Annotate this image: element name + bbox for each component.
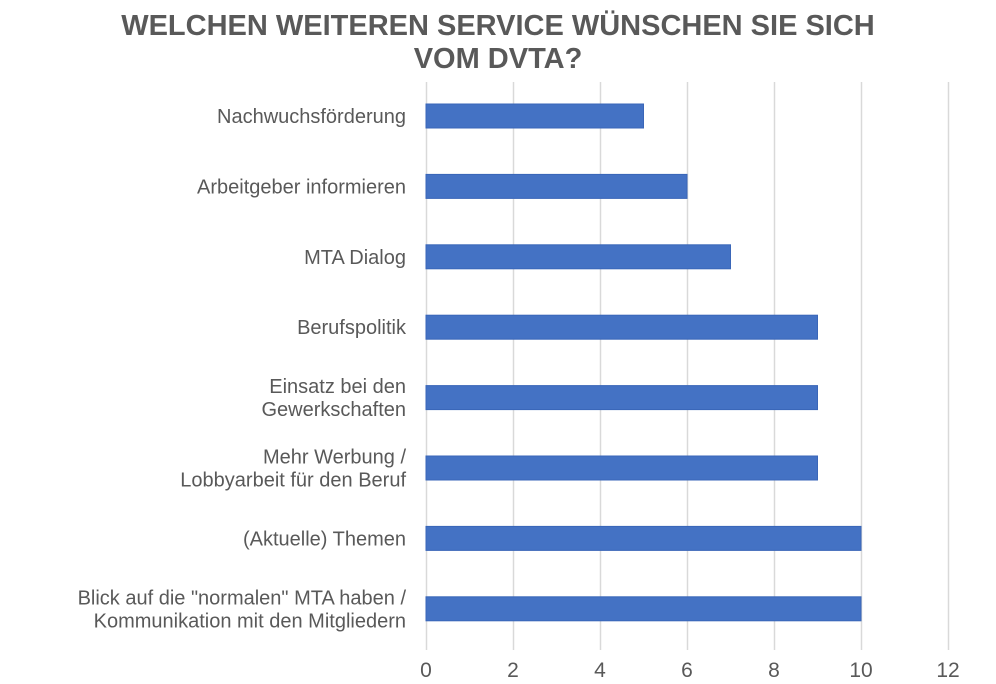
bar — [425, 173, 688, 199]
category-label-line: (Aktuelle) Themen — [243, 528, 406, 550]
category-label-line: Nachwuchsförderung — [217, 106, 406, 128]
bar — [425, 455, 818, 481]
bar — [425, 385, 818, 411]
chart-title-line-1: WELCHEN WEITEREN SERVICE WÜNSCHEN SIE SI… — [121, 10, 875, 42]
category-labels: Nachwuchsförderung Arbeitgeber informiere… — [78, 106, 407, 632]
category-label: Nachwuchsförderung — [217, 106, 406, 128]
category-label-line: Einsatz bei den — [269, 376, 406, 398]
x-tick-label: 12 — [936, 659, 959, 682]
category-label-line: Arbeitgeber informieren — [197, 176, 406, 198]
x-tick-label: 2 — [507, 659, 519, 682]
category-label: Blick auf die "normalen" MTA haben / Komm… — [78, 587, 407, 632]
x-tick-label: 6 — [681, 659, 693, 682]
bars — [425, 103, 862, 622]
category-label-line: MTA Dialog — [304, 247, 406, 269]
x-tick-label: 10 — [849, 659, 872, 682]
x-tick-label: 8 — [768, 659, 780, 682]
bar — [425, 314, 818, 340]
gridlines — [425, 82, 950, 650]
category-label-line: Berufspolitik — [297, 317, 407, 339]
category-label-line: Gewerkschaften — [261, 399, 406, 421]
x-tick-label: 4 — [594, 659, 606, 682]
chart-title: WELCHEN WEITEREN SERVICE WÜNSCHEN SIE SI… — [0, 10, 996, 76]
x-tick-label: 0 — [420, 659, 432, 682]
category-label: Berufspolitik — [297, 317, 407, 339]
bar — [425, 103, 644, 129]
category-label: Mehr Werbung / Lobbyarbeit für den Beruf — [180, 447, 406, 492]
bar — [425, 244, 731, 270]
bar — [425, 596, 862, 622]
category-label-line: Lobbyarbeit für den Beruf — [180, 470, 406, 492]
category-label-line: Blick auf die "normalen" MTA haben / — [78, 587, 407, 609]
category-label: Arbeitgeber informieren — [197, 176, 406, 198]
category-label: Einsatz bei den Gewerkschaften — [261, 376, 406, 421]
category-label: (Aktuelle) Themen — [243, 528, 406, 550]
category-label: MTA Dialog — [304, 247, 406, 269]
x-tick-labels: 0 2 4 6 8 10 12 — [420, 659, 960, 682]
category-label-line: Mehr Werbung / — [263, 447, 406, 469]
category-label-line: Kommunikation mit den Mitgliedern — [94, 610, 406, 632]
bar — [425, 525, 862, 551]
chart-title-line-2: VOM DVTA? — [413, 43, 583, 75]
